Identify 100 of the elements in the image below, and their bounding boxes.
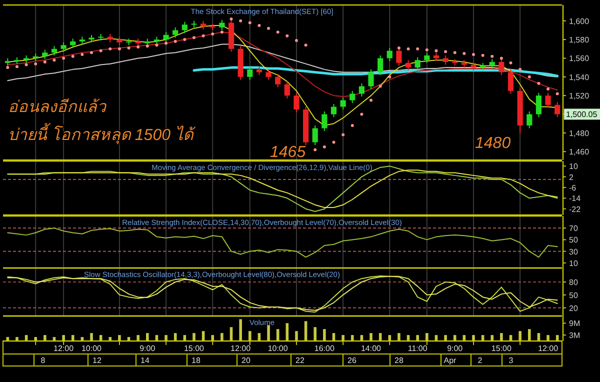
candlestick: [368, 68, 374, 90]
candlestick: [70, 38, 76, 48]
bar: [314, 327, 317, 341]
point: [444, 50, 448, 54]
text: 14: [140, 356, 150, 365]
bar: [416, 335, 419, 341]
point: [239, 19, 242, 22]
point: [146, 44, 149, 48]
y-tick-label: 10: [569, 162, 578, 172]
y-tick-label: 1,600: [569, 16, 590, 26]
point: [397, 46, 400, 50]
bar: [500, 333, 503, 341]
bar: [136, 335, 140, 341]
annotation: อ่อนลงอีกแล้ว: [8, 98, 107, 116]
text: 8: [40, 356, 46, 365]
point: [192, 36, 196, 40]
candlestick: [396, 47, 402, 66]
bar: [220, 333, 224, 341]
point: [6, 66, 10, 70]
bar: [174, 333, 177, 341]
candlestick: [405, 60, 412, 71]
bar: [118, 335, 121, 341]
bar: [90, 333, 93, 341]
candlestick: [312, 124, 318, 146]
point: [304, 44, 308, 47]
x-tick-label: 15:00: [184, 344, 205, 353]
candlestick: [42, 49, 48, 60]
y-tick-label: 1,520: [569, 92, 590, 101]
point: [276, 30, 280, 34]
point: [174, 40, 177, 43]
candlestick: [163, 32, 169, 43]
text: 18: [192, 356, 201, 365]
candlestick: [275, 74, 281, 88]
y-tick-label: 1,560: [569, 54, 590, 64]
y-tick-label: 70: [569, 224, 578, 234]
bar: [518, 331, 522, 341]
point: [500, 56, 503, 60]
candlestick: [182, 21, 188, 34]
x-tick-label: 12:00: [230, 344, 252, 353]
point: [62, 56, 66, 60]
point: [546, 88, 550, 91]
point: [322, 145, 326, 148]
point: [342, 133, 345, 136]
point: [43, 60, 46, 64]
x-tick-label: 10:00: [81, 344, 102, 353]
y-tick-label: 1,540: [569, 72, 590, 82]
bar: [453, 335, 456, 341]
bar: [350, 335, 354, 341]
bar: [44, 335, 46, 341]
x-tick-label: 14:00: [360, 344, 382, 353]
point: [490, 54, 494, 58]
y-tick-label: -14: [569, 194, 582, 204]
text: Apr: [444, 356, 457, 365]
x-tick-label: 15:00: [491, 344, 512, 353]
candlestick: [489, 58, 495, 69]
bar: [444, 335, 447, 341]
point: [528, 75, 531, 78]
point: [294, 38, 298, 42]
point: [52, 58, 56, 62]
text: 26: [348, 356, 357, 365]
point: [472, 52, 475, 56]
candlestick: [424, 52, 430, 64]
annotation: 1480: [475, 135, 511, 152]
x-tick-label: 12:00: [54, 344, 74, 353]
y-tick-label: 10: [569, 258, 578, 268]
y-tick-label: 80: [569, 278, 578, 288]
bar: [323, 329, 326, 341]
point: [202, 34, 205, 38]
candlestick: [358, 82, 364, 98]
bar: [472, 335, 475, 341]
point: [462, 52, 466, 56]
candlestick: [340, 96, 346, 110]
candlestick: [554, 102, 560, 118]
point: [556, 92, 559, 96]
x-tick-label: 9:00: [140, 344, 156, 353]
y-tick-label: 50: [569, 236, 578, 245]
candlestick: [60, 42, 66, 52]
point: [118, 47, 121, 50]
candlestick: [172, 26, 178, 38]
bar: [192, 333, 196, 341]
point: [518, 68, 522, 71]
annotation: บ่ายนี้ โอกาสหลุด 1500 ได้: [8, 123, 196, 145]
bar: [62, 335, 65, 341]
point: [314, 148, 317, 152]
point: [183, 38, 186, 42]
text: 12: [92, 356, 102, 365]
point: [258, 24, 261, 28]
candlestick: [508, 68, 514, 94]
point: [481, 54, 484, 57]
candlestick: [51, 46, 58, 56]
point: [248, 21, 252, 24]
text: 22: [296, 356, 305, 365]
point: [136, 46, 140, 49]
point: [155, 44, 158, 47]
bar: [267, 325, 270, 341]
point: [360, 112, 364, 116]
candlestick: [350, 90, 356, 104]
candlestick: [294, 92, 300, 113]
candlestick: [414, 56, 420, 71]
candlestick: [386, 47, 392, 62]
